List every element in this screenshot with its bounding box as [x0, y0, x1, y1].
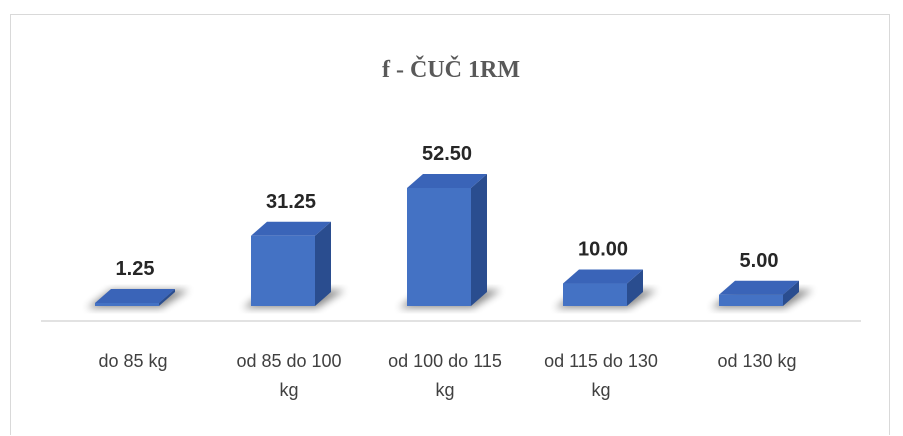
bar-side-face — [627, 269, 643, 306]
bar-3 — [407, 174, 487, 306]
bar-top-face — [563, 269, 643, 284]
bar-top-face — [251, 221, 331, 236]
category-label: od 115 do 130 — [544, 351, 658, 371]
category-label: kg — [435, 380, 454, 400]
bar-front-face — [407, 188, 471, 306]
chart-svg: f - ČUČ 1RM 1.25 31.25 52.50 10.00 5.00 do 8… — [41, 56, 861, 400]
bar-5 — [719, 280, 799, 306]
category-tick-labels: do 85 kg od 85 do 100 kg od 100 do 115 kg od … — [98, 351, 796, 400]
bar-4 — [563, 269, 643, 306]
bar-side-face — [159, 289, 175, 306]
bar-front-face — [719, 294, 783, 306]
bar-top-face — [95, 289, 175, 303]
data-label: 5.00 — [740, 250, 779, 272]
bar-2 — [251, 221, 331, 306]
bar-top-face — [719, 280, 799, 295]
category-label: kg — [591, 380, 610, 400]
bar-side-face — [471, 174, 487, 306]
category-label: od 130 kg — [717, 351, 796, 371]
category-label: kg — [279, 380, 298, 400]
chart-title: f - ČUČ 1RM — [382, 56, 520, 83]
bar-side-face — [315, 221, 331, 306]
category-label: do 85 kg — [98, 351, 167, 371]
category-label: od 85 do 100 — [236, 351, 341, 371]
chart-frame: f - ČUČ 1RM 1.25 31.25 52.50 10.00 5.00 do 8… — [10, 14, 890, 435]
data-label: 52.50 — [422, 143, 472, 165]
bar-top-face — [407, 174, 487, 188]
data-label: 31.25 — [266, 191, 316, 213]
bar-front-face — [251, 235, 315, 306]
bar-front-face — [95, 303, 159, 306]
bar-front-face — [563, 283, 627, 306]
bars — [95, 174, 799, 306]
data-labels: 1.25 31.25 52.50 10.00 5.00 — [116, 143, 779, 280]
category-label: od 100 do 115 — [388, 351, 502, 371]
data-label: 1.25 — [116, 258, 155, 280]
bar-side-face — [783, 280, 799, 306]
data-label: 10.00 — [578, 239, 628, 261]
bar-1 — [95, 289, 175, 306]
